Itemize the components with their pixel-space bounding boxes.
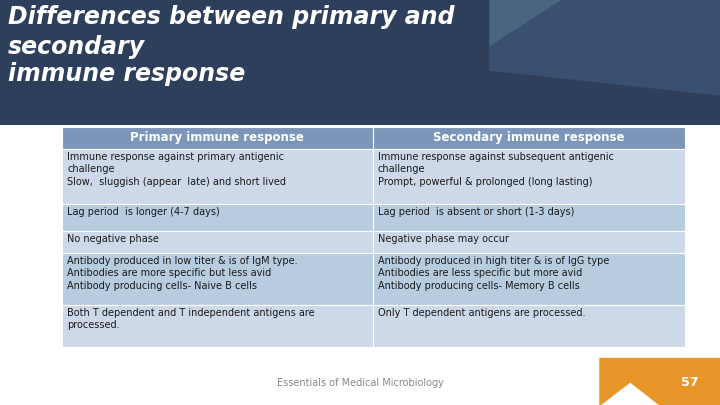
Bar <box>62 149 373 204</box>
Polygon shape <box>490 0 560 45</box>
Text: Primary immune response: Primary immune response <box>130 132 304 145</box>
Text: Lag period  is absent or short (1-3 days): Lag period is absent or short (1-3 days) <box>378 207 575 217</box>
Bar <box>62 305 373 347</box>
Bar <box>62 231 373 253</box>
Polygon shape <box>490 0 720 95</box>
Bar <box>62 127 373 149</box>
Text: Both T dependent and T independent antigens are
processed.: Both T dependent and T independent antig… <box>67 308 315 330</box>
Bar <box>373 149 685 204</box>
Text: Antibody produced in high titer & is of IgG type
Antibodies are less specific bu: Antibody produced in high titer & is of … <box>378 256 609 291</box>
Text: Secondary immune response: Secondary immune response <box>433 132 625 145</box>
Bar <box>373 204 685 231</box>
Text: secondary: secondary <box>8 35 145 59</box>
Polygon shape <box>600 358 720 405</box>
Bar <box>373 253 685 305</box>
Text: Essentials of Medical Microbiology: Essentials of Medical Microbiology <box>276 378 444 388</box>
Bar <box>62 253 373 305</box>
Text: immune response: immune response <box>8 62 246 86</box>
Text: Lag period  is longer (4-7 days): Lag period is longer (4-7 days) <box>67 207 220 217</box>
Polygon shape <box>600 358 630 405</box>
Bar <box>373 231 685 253</box>
Text: 57: 57 <box>681 375 698 388</box>
Bar <box>373 127 685 149</box>
Text: Differences between primary and: Differences between primary and <box>8 5 454 29</box>
Bar <box>0 0 720 125</box>
Text: Immune response against subsequent antigenic
challenge
Prompt, powerful & prolon: Immune response against subsequent antig… <box>378 152 614 187</box>
Text: Immune response against primary antigenic
challenge
Slow,  sluggish (appear  lat: Immune response against primary antigeni… <box>67 152 286 187</box>
Bar <box>373 305 685 347</box>
Text: No negative phase: No negative phase <box>67 234 159 244</box>
Bar <box>62 204 373 231</box>
Text: Only T dependent antigens are processed.: Only T dependent antigens are processed. <box>378 308 585 318</box>
Text: Negative phase may occur: Negative phase may occur <box>378 234 509 244</box>
Text: Antibody produced in low titer & is of IgM type.
Antibodies are more specific bu: Antibody produced in low titer & is of I… <box>67 256 297 291</box>
